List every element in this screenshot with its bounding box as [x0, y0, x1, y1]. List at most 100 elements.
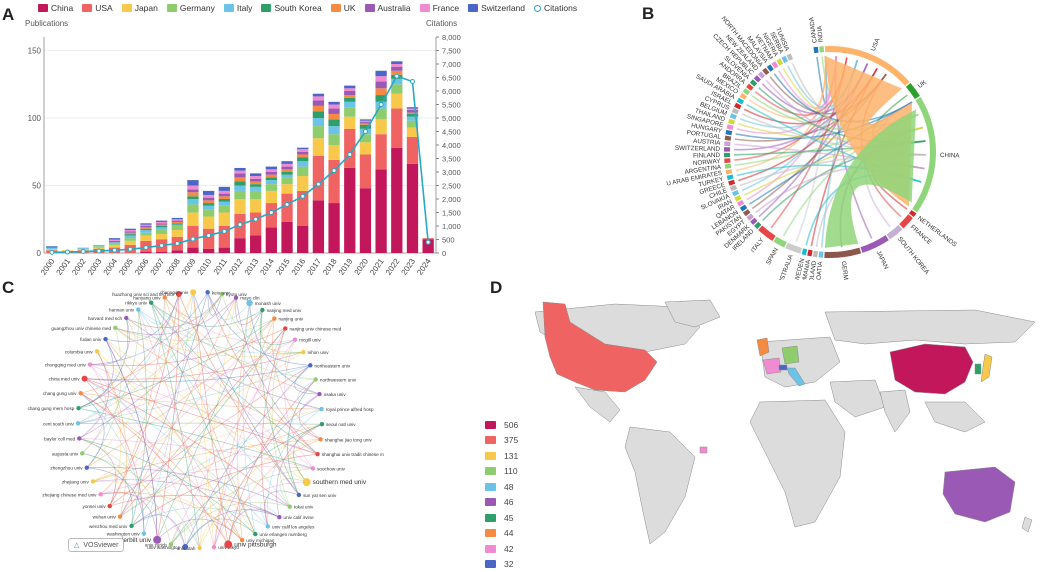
bar-germany-2017 — [313, 126, 324, 138]
bar-switzerland-2009 — [187, 180, 198, 185]
network-node-mcgill-univ — [293, 337, 297, 341]
bar-germany-2004 — [109, 244, 120, 245]
bar-usa-2014 — [266, 203, 277, 227]
bar-italy-2002 — [78, 248, 89, 249]
x-tick-label: 2014 — [258, 257, 276, 277]
map-legend-row-375: 375 — [485, 433, 518, 449]
network-label-northeastern-univ: northeastern univ — [315, 363, 351, 368]
bar-japan-2013 — [250, 199, 261, 213]
network-label-royal-prince-alfred-hosp: royal prince alfred hosp — [326, 407, 374, 412]
map-legend-swatch — [485, 483, 496, 491]
chord-label-uk: UK — [917, 79, 929, 90]
bar-germany-2012 — [234, 191, 245, 199]
bar-france-2017 — [313, 96, 324, 100]
bar-china-2013 — [250, 235, 261, 253]
map-country-south-korea — [975, 364, 981, 374]
bar-japan-2014 — [266, 191, 277, 203]
network-node-nihon-univ — [301, 350, 305, 354]
bar-china-2023 — [407, 164, 418, 253]
chord-arc-japan — [861, 235, 889, 253]
network-label-nihon-univ: nihon univ — [308, 350, 330, 355]
legend-label-switzerland: Switzerland — [481, 3, 525, 13]
x-tick-label: 2018 — [321, 257, 339, 277]
network-label-mcgill-univ: mcgill univ — [299, 338, 321, 343]
network-label-univ-michigan: univ michigan — [246, 538, 275, 543]
network-label-zhengzhou-univ: zhengzhou univ — [50, 466, 83, 471]
bar-italy-2008 — [172, 225, 183, 226]
bar-australia-2017 — [313, 100, 324, 105]
bar-italy-2019 — [344, 102, 355, 107]
network-label-augusta-univ: augusta univ — [52, 451, 79, 456]
network-label-zhejiang-chinese-med-univ: zhejiang chinese med univ — [42, 492, 97, 497]
bar-italy-2000 — [46, 248, 57, 249]
legend-label-citations: Citations — [544, 3, 577, 13]
bar-uk-2007 — [156, 225, 167, 226]
chord-arc-india — [819, 46, 824, 52]
citation-point-2019 — [348, 152, 352, 156]
bar-uk-2008 — [172, 222, 183, 223]
y2-tick-label: 3,000 — [442, 168, 461, 177]
bar-uk-2010 — [203, 200, 214, 203]
network-label-seoul-natl-univ: seoul natl univ — [326, 422, 356, 427]
network-node-univ-utah — [197, 546, 201, 550]
bar-france-2004 — [109, 240, 120, 241]
network-node-seoul-natl-univ — [320, 422, 324, 426]
network-node-keio-univ — [205, 290, 209, 294]
network-node-tokai-univ — [288, 505, 292, 509]
chord-arc-tunisia — [787, 54, 793, 61]
bar-switzerland-2005 — [125, 229, 136, 230]
bar-germany-2019 — [344, 107, 355, 116]
bar-uk-2014 — [266, 175, 277, 178]
x-tick-label: 2023 — [400, 257, 418, 277]
bar-switzerland-2022 — [391, 61, 402, 64]
legend-swatch-citations — [534, 5, 541, 12]
chord-arc-switzerland — [724, 147, 730, 152]
y2-tick-label: 4,000 — [442, 141, 461, 150]
bar-japan-2022 — [391, 94, 402, 109]
bar-germany-2008 — [172, 226, 183, 230]
bar-south-korea-2005 — [125, 234, 136, 235]
bar-usa-2021 — [375, 134, 386, 169]
bar-south-korea-2019 — [344, 98, 355, 102]
map-legend-swatch — [485, 514, 496, 522]
network-node-univ-calif-los-angeles — [266, 524, 270, 528]
bar-germany-2016 — [297, 167, 308, 176]
x-tick-label: 2012 — [227, 257, 245, 277]
chord-arc-qatar — [737, 200, 744, 207]
y2-tick-label: 2,000 — [442, 195, 461, 204]
map-country-germany — [782, 346, 799, 364]
bar-switzerland-2015 — [281, 161, 292, 164]
x-tick-label: 2004 — [102, 257, 120, 277]
bar-uk-2015 — [281, 169, 292, 172]
bar-japan-2017 — [313, 138, 324, 156]
chord-label-australia: AUSTRALIA — [776, 253, 795, 280]
bar-uk-2011 — [219, 196, 230, 199]
network-node-zhejiang-univ — [91, 479, 95, 483]
network-node-northeastern-univ — [308, 363, 312, 367]
bar-usa-2017 — [313, 156, 324, 201]
chord-arc-chile — [730, 185, 737, 191]
bar-italy-2003 — [93, 245, 104, 246]
bar-japan-2015 — [281, 184, 292, 193]
chord-arc-u-arab-emirates — [726, 169, 733, 174]
bar-uk-2023 — [407, 113, 418, 114]
bar-france-2005 — [125, 230, 136, 231]
chord-arc-serbia — [781, 56, 788, 63]
bar-france-2010 — [203, 195, 214, 198]
map-legend-row-45: 45 — [485, 510, 518, 526]
network-label-univ-calif-irvine: univ calif irvine — [284, 515, 315, 520]
network-label-shanghai-univ-tradit-chinese-m: shanghai univ tradit chinese m — [322, 452, 384, 457]
network-label-chongqing-med-univ: chongqing med univ — [45, 363, 87, 368]
network-label-univ-washington: univ washington — [147, 545, 180, 550]
bar-italy-2007 — [156, 227, 167, 230]
bar-uk-2019 — [344, 95, 355, 98]
map-legend-swatch — [485, 498, 496, 506]
network-label-univ-utah: univ utah — [177, 546, 196, 551]
bar-france-2020 — [360, 121, 371, 122]
bar-switzerland-2007 — [156, 221, 167, 222]
chord-arc-singapore — [727, 124, 734, 130]
bar-uk-2017 — [313, 106, 324, 111]
map-legend-value: 46 — [504, 497, 513, 507]
network-label-hannan-univ: hannan univ — [109, 308, 135, 313]
network-node-hanyang-univ — [163, 295, 167, 299]
